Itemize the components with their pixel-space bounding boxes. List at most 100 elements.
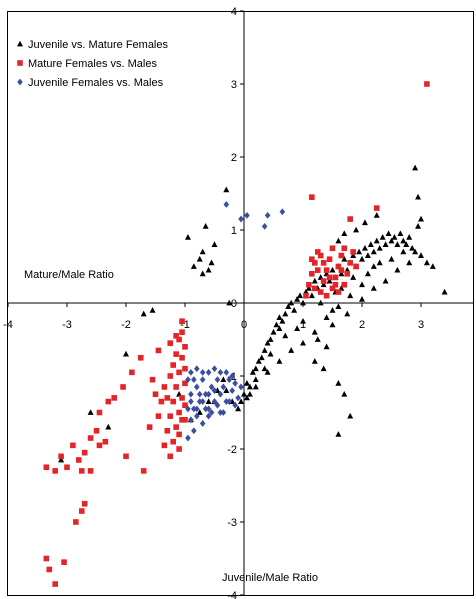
data-point xyxy=(246,383,253,390)
data-point xyxy=(167,413,174,419)
data-point xyxy=(223,387,230,393)
data-point xyxy=(350,252,357,258)
data-point xyxy=(158,398,165,405)
data-point xyxy=(309,271,315,277)
data-point xyxy=(394,266,401,273)
data-point xyxy=(161,442,168,449)
data-point xyxy=(226,398,233,405)
data-point xyxy=(323,314,330,320)
data-point xyxy=(288,299,295,306)
legend: Juvenile vs. Mature Females Mature Female… xyxy=(17,39,168,89)
data-point xyxy=(223,186,230,193)
data-point xyxy=(238,215,244,223)
data-point xyxy=(176,409,182,416)
data-point xyxy=(406,259,413,266)
data-point xyxy=(235,394,241,402)
data-point xyxy=(226,299,233,306)
data-point xyxy=(367,241,374,247)
data-point xyxy=(347,216,353,222)
data-point xyxy=(199,376,206,384)
data-point xyxy=(364,252,371,258)
data-point xyxy=(173,351,179,357)
data-point xyxy=(170,362,176,368)
data-point xyxy=(43,555,50,562)
data-point xyxy=(238,398,245,404)
data-point xyxy=(176,369,182,376)
data-point xyxy=(196,398,203,405)
data-point xyxy=(185,376,191,384)
data-point xyxy=(229,372,235,380)
data-point xyxy=(87,409,94,415)
data-point xyxy=(173,384,179,390)
data-point xyxy=(202,390,209,398)
data-point xyxy=(120,384,126,390)
data-point xyxy=(341,281,348,288)
data-point xyxy=(199,248,206,255)
data-point xyxy=(191,376,197,384)
data-point xyxy=(423,259,430,266)
y-tick-label: 3 xyxy=(231,79,237,91)
data-point xyxy=(400,248,407,255)
data-point xyxy=(320,365,327,372)
data-point xyxy=(188,390,194,398)
data-point xyxy=(270,328,277,335)
data-point xyxy=(123,453,129,460)
data-point xyxy=(320,278,327,284)
data-point xyxy=(76,457,82,463)
data-point xyxy=(232,401,238,409)
data-point xyxy=(188,416,194,424)
data-point xyxy=(105,423,112,430)
data-point xyxy=(317,289,324,295)
data-point xyxy=(329,266,336,273)
data-point xyxy=(276,314,283,320)
data-point xyxy=(400,237,407,244)
y-axis-title: Mature/Male Ratio xyxy=(24,269,114,281)
data-point xyxy=(140,310,147,317)
data-point xyxy=(223,201,230,208)
data-point xyxy=(347,292,354,299)
data-point xyxy=(161,384,168,390)
data-point xyxy=(291,307,298,313)
data-point xyxy=(96,442,103,449)
data-point xyxy=(191,405,197,413)
data-point xyxy=(61,559,67,565)
data-point xyxy=(344,310,351,317)
data-point xyxy=(194,383,200,391)
data-point xyxy=(409,244,416,251)
data-point xyxy=(176,336,182,343)
data-point xyxy=(335,289,342,295)
data-point xyxy=(379,234,386,240)
data-point xyxy=(341,230,348,237)
data-point xyxy=(211,365,218,373)
data-point xyxy=(211,241,218,247)
data-point xyxy=(244,212,250,219)
data-point xyxy=(173,333,179,339)
data-point xyxy=(167,340,174,346)
data-point xyxy=(152,391,159,398)
series-triangle xyxy=(58,164,448,463)
legend-marker xyxy=(17,60,23,66)
data-point xyxy=(335,380,342,386)
data-point xyxy=(329,307,336,313)
data-point xyxy=(397,230,404,237)
data-point xyxy=(267,336,274,342)
data-point xyxy=(311,277,318,284)
data-point xyxy=(205,405,212,413)
data-point xyxy=(149,307,156,313)
data-point xyxy=(252,383,259,390)
data-point xyxy=(338,267,345,273)
data-point xyxy=(205,398,212,404)
data-point xyxy=(282,332,289,339)
data-point xyxy=(335,263,342,270)
data-point xyxy=(305,285,312,291)
data-point xyxy=(329,245,336,252)
data-points xyxy=(43,81,448,587)
data-point xyxy=(199,270,206,277)
data-point xyxy=(78,468,85,474)
data-point xyxy=(188,368,194,376)
data-point xyxy=(276,358,283,364)
x-tick-label: 1 xyxy=(300,319,306,331)
series-square xyxy=(43,81,430,587)
data-point xyxy=(208,409,215,416)
data-point xyxy=(314,336,321,342)
